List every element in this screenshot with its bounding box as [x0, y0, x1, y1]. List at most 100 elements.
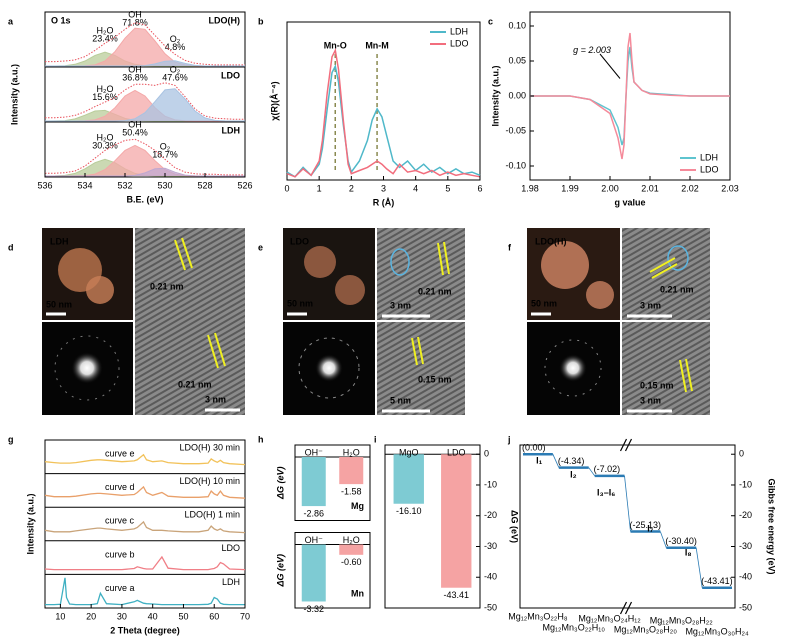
sample-label: LDO [221, 543, 240, 553]
line-series [286, 48, 481, 178]
bar [301, 457, 326, 507]
connector [588, 467, 595, 477]
y-tick-label: 0.05 [508, 55, 526, 65]
image-label: 0.21 nm [150, 281, 184, 291]
x-tick-label: 2.01 [641, 183, 659, 193]
axis-break [619, 438, 628, 452]
panel-letter: g [8, 434, 14, 444]
xrd-pattern [44, 555, 246, 571]
category-label: OH⁻ [305, 535, 324, 545]
panel-letter: j [507, 434, 511, 444]
intermediate-label: I₃–I₆ [597, 487, 615, 497]
x-tick-label: 4 [413, 183, 418, 193]
component-share: 18.7% [152, 150, 178, 160]
y-tick-label: -0.05 [505, 125, 526, 135]
value-label: -43.41 [443, 590, 469, 600]
panel-letter: e [258, 242, 263, 252]
component-peak [45, 60, 245, 67]
xrd-pattern [45, 577, 245, 606]
curve-label: curve e [105, 448, 135, 458]
sample-label: LDH [222, 577, 240, 587]
x-tick-label: 60 [209, 611, 219, 621]
x-tick-label: 20 [86, 611, 96, 621]
x-tick-label: 530 [157, 180, 172, 190]
y-axis-label: Intensity (a.u.) [25, 493, 35, 554]
y-tick-label: -30 [484, 541, 497, 551]
component-share: 4.8% [165, 42, 186, 52]
x-tick-label: 2.02 [681, 183, 699, 193]
image-label: LDO(H) [535, 236, 567, 246]
legend-label: LDO [450, 38, 469, 48]
value-label: (-43.41) [701, 576, 733, 586]
plot-frame [384, 444, 481, 609]
x-tick-label: 6 [477, 183, 482, 193]
xrd-pattern [44, 520, 246, 534]
category-label: MgO [399, 447, 419, 457]
intermediate-label: I₁ [536, 455, 543, 465]
connector [659, 531, 667, 548]
y-tick-label: -30 [739, 541, 752, 551]
component-peak [45, 167, 245, 177]
axis-break [624, 438, 633, 452]
value-label: (-25.13) [630, 520, 662, 530]
component-peak [45, 88, 245, 122]
lattice-image [622, 228, 710, 320]
annotation: Mn-O [324, 40, 347, 50]
x-category-label: Mg₁₂Mn₃O₂₂H₁₀ [543, 622, 606, 632]
plot-frame [44, 439, 246, 609]
x-axis-label: 2 Theta (degree) [110, 625, 180, 635]
x-axis-label: B.E. (eV) [126, 194, 163, 204]
value-label: -2.86 [303, 508, 324, 518]
micrographs [42, 228, 710, 415]
annotation-arrow [599, 53, 621, 79]
category-label: H₂O [343, 447, 360, 457]
component-name: OH [128, 64, 142, 74]
y-tick-label: -40 [484, 572, 497, 582]
y-tick-label: -10 [484, 479, 497, 489]
x-tick-label: 10 [55, 611, 65, 621]
x-category-label: Mg₁₂Mn₃O₂₈H₂₂ [650, 615, 713, 625]
y-tick-label: -40 [739, 572, 752, 582]
value-label: -1.58 [341, 486, 362, 496]
connector [695, 547, 703, 588]
curve-label: curve a [105, 583, 135, 593]
metal-label: Mg [351, 501, 364, 511]
value-label: (-30.40) [665, 536, 697, 546]
x-tick-label: 2.00 [601, 183, 619, 193]
subplot-label: LDO [221, 70, 240, 80]
component-share: 15.6% [92, 92, 118, 102]
component-name: O₂ [170, 34, 181, 44]
subplot-label: LDH [222, 125, 241, 135]
panel-letter: i [374, 434, 377, 444]
panel-letter: a [8, 16, 14, 26]
image-label: LDH [50, 236, 69, 246]
image-label: 0.21 nm [178, 379, 212, 389]
x-tick-label: 532 [117, 180, 132, 190]
xrd-pattern [44, 453, 246, 466]
subplot-label: LDO(H) [209, 15, 241, 25]
x-tick-label: 1.99 [561, 183, 579, 193]
panel-letter: d [8, 242, 14, 252]
x-category-label: Mg₁₂Mn₃O₂₄H₁₂ [578, 613, 641, 623]
panel-letter: h [258, 434, 264, 444]
sample-label: LDO(H) 1 min [184, 510, 240, 520]
y-tick-label: 0.10 [508, 20, 526, 30]
component-name: OH [128, 9, 142, 19]
legend-label: LDO [700, 164, 719, 174]
plot-frame [294, 444, 371, 521]
intermediate-label: I₂ [570, 469, 577, 479]
component-name: H₂O [97, 25, 114, 35]
x-axis-label: g value [614, 197, 645, 207]
sample-label: LDO(H) 10 min [179, 476, 240, 486]
annotation: Mn-M [365, 40, 389, 50]
x-tick-label: 1.98 [521, 183, 539, 193]
component-name: OH [128, 119, 142, 129]
x-tick-label: 0 [284, 183, 289, 193]
value-label: -16.10 [396, 506, 422, 516]
image-label: 50 nm [531, 298, 557, 308]
bar [301, 544, 326, 602]
y-tick-label: -10 [739, 479, 752, 489]
legend-label: LDH [700, 152, 718, 162]
xrd-pattern [44, 485, 246, 499]
y-tick-label: 0 [739, 449, 744, 459]
